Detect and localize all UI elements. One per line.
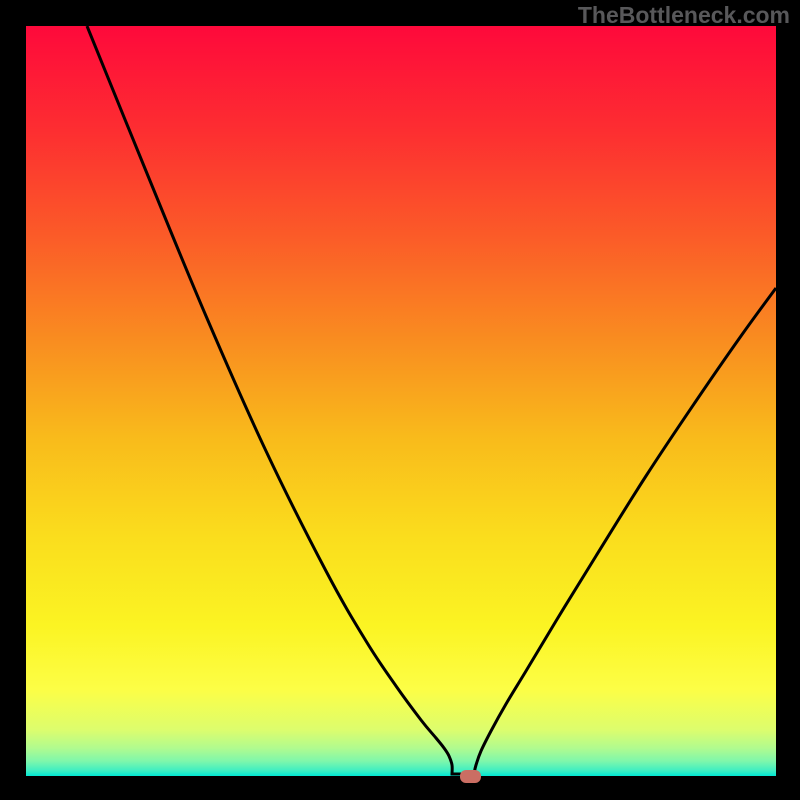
curve-path (87, 26, 776, 774)
optimal-point-marker (460, 770, 481, 783)
watermark-text: TheBottleneck.com (578, 2, 790, 29)
plot-area (26, 26, 776, 776)
bottleneck-curve (26, 26, 776, 776)
chart-container: TheBottleneck.com (0, 0, 800, 800)
